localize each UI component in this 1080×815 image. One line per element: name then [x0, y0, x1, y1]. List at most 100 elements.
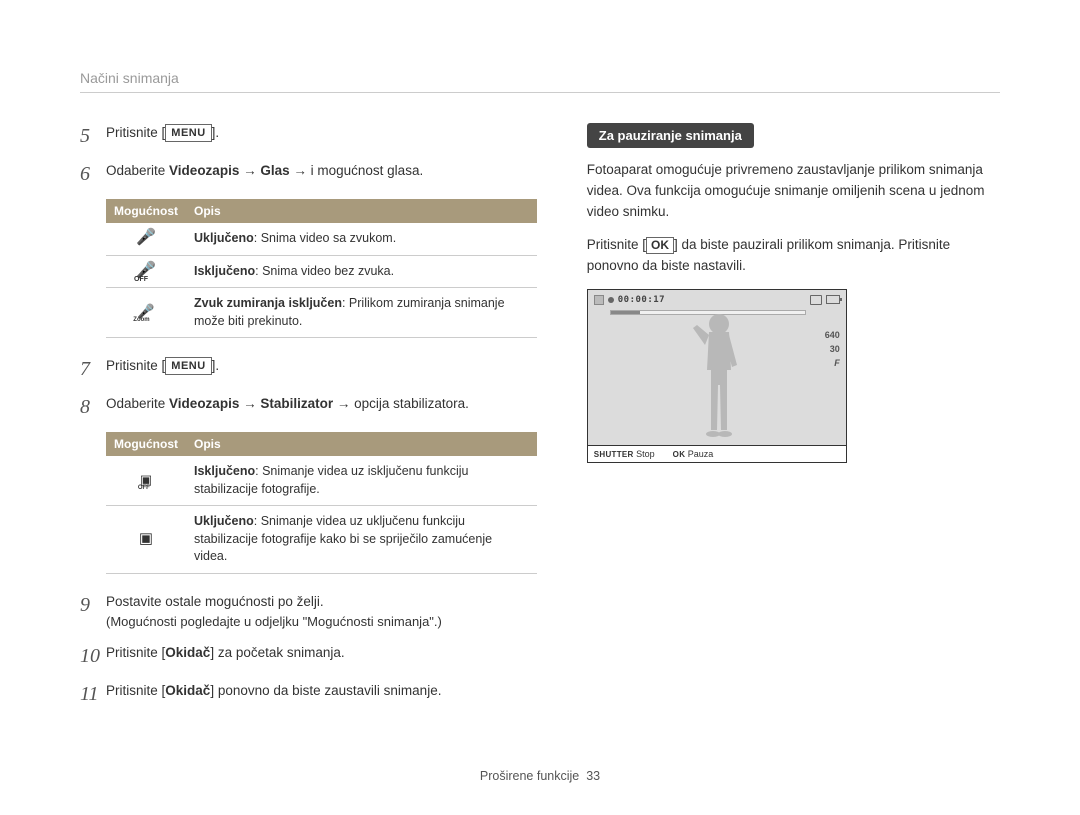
lcd-top-bar: 00:00:17	[594, 295, 840, 305]
cell-desc: Zvuk zumiranja isključen: Prilikom zumir…	[186, 288, 537, 338]
footer-page-number: 33	[586, 769, 600, 783]
s8-pre: Odaberite	[106, 396, 169, 411]
s6-post: i mogućnost glasa.	[311, 163, 424, 178]
step-number: 5	[80, 123, 106, 149]
two-column-layout: 5 Pritisnite [MENU]. 6 Odaberite Videoza…	[80, 123, 1000, 719]
th-description: Opis	[186, 432, 537, 456]
step-text: Pritisnite [MENU].	[106, 356, 537, 376]
s7-pre: Pritisnite [	[106, 358, 165, 373]
s11-pre: Pritisnite [	[106, 683, 165, 698]
ok-button-label: OK	[646, 237, 674, 254]
lcd-main-area: 00:00:17 640 30 F	[588, 290, 846, 445]
resolution-indicator: 640	[825, 330, 840, 340]
step-number: 9	[80, 592, 106, 618]
zoom-mute-icon: 🎤Zoom	[106, 288, 186, 338]
stop-text: Stop	[636, 449, 655, 459]
progress-fill	[611, 311, 640, 314]
s8-post: opcija stabilizatora.	[354, 396, 469, 411]
s8-b1: Videozapis	[169, 396, 239, 411]
step-number: 10	[80, 643, 106, 669]
page-container: Načini snimanja 5 Pritisnite [MENU]. 6 O…	[0, 0, 1080, 759]
lcd-right-indicators: 640 30 F	[825, 330, 840, 368]
stabilizer-off-icon: ▣OFF	[106, 456, 186, 506]
cell-b: Uključeno	[194, 514, 254, 528]
cell-t: : Snima video sa zvukom.	[254, 231, 396, 245]
th-option: Mogućnost	[106, 432, 186, 456]
table-header-row: Mogućnost Opis	[106, 432, 537, 456]
lcd-footer-bar: SHUTTER Stop OK Pauza	[588, 445, 846, 462]
table-row: 🎤Zoom Zvuk zumiranja isključen: Prilikom…	[106, 288, 537, 338]
pause-paragraph-2: Pritisnite [OK] da biste pauzirali prili…	[587, 235, 1000, 277]
footer-item-stop: SHUTTER Stop	[594, 449, 655, 459]
table-row: ▣ Uključeno: Snimanje videa uz uključenu…	[106, 506, 537, 574]
s9-l2: (Mogućnosti pogledajte u odjeljku "Moguć…	[106, 612, 537, 632]
table-header-row: Mogućnost Opis	[106, 199, 537, 223]
step-text: Postavite ostale mogućnosti po želji. (M…	[106, 592, 537, 632]
step-number: 8	[80, 394, 106, 420]
step-number: 7	[80, 356, 106, 382]
cell-b: Isključeno	[194, 264, 255, 278]
s8-b2: Stabilizator	[260, 396, 333, 411]
s11-post: ] ponovno da biste zaustavili snimanje.	[210, 683, 441, 698]
battery-icon	[826, 295, 840, 304]
s10-b: Okidač	[165, 645, 210, 660]
lcd-time: 00:00:17	[618, 295, 665, 305]
step-text: Odaberite Videozapis → Glas → i mogućnos…	[106, 161, 537, 181]
mic-on-icon: 🎤	[106, 223, 186, 255]
s8-a1: →	[239, 396, 260, 411]
s11-b: Okidač	[165, 683, 210, 698]
cell-t: : Snima video bez zvuka.	[255, 264, 394, 278]
step-text: Odaberite Videozapis → Stabilizator → op…	[106, 394, 537, 414]
s6-a1: →	[239, 163, 260, 178]
table-row: 🎤OFF Isključeno: Snima video bez zvuka.	[106, 255, 537, 288]
shutter-label: SHUTTER	[594, 450, 634, 459]
rec-dot-icon	[608, 297, 614, 303]
step-number: 6	[80, 161, 106, 187]
mic-off-icon: 🎤OFF	[106, 255, 186, 288]
step-text: Pritisnite [Okidač] za početak snimanja.	[106, 643, 537, 663]
memory-card-icon	[810, 295, 822, 305]
stabilizer-options-table: Mogućnost Opis ▣OFF Isključeno: Snimanje…	[106, 432, 537, 574]
pause-text: Pauza	[688, 449, 714, 459]
step5-suffix: ].	[212, 125, 220, 140]
s7-suf: ].	[212, 358, 220, 373]
s10-pre: Pritisnite [	[106, 645, 165, 660]
left-column: 5 Pritisnite [MENU]. 6 Odaberite Videoza…	[80, 123, 537, 719]
pause-recording-heading: Za pauziranje snimanja	[587, 123, 754, 148]
f-indicator: F	[834, 358, 840, 368]
step-text: Pritisnite [MENU].	[106, 123, 537, 143]
s9-l1: Postavite ostale mogućnosti po želji.	[106, 594, 324, 609]
s10-post: ] za početak snimanja.	[210, 645, 344, 660]
step-5: 5 Pritisnite [MENU].	[80, 123, 537, 149]
step-number: 11	[80, 681, 106, 707]
stabilizer-on-icon: ▣	[106, 506, 186, 574]
step-10: 10 Pritisnite [Okidač] za početak sniman…	[80, 643, 537, 669]
cell-b: Zvuk zumiranja isključen	[194, 296, 342, 310]
cell-desc: Isključeno: Snima video bez zvuka.	[186, 255, 537, 288]
step-6: 6 Odaberite Videozapis → Glas → i mogućn…	[80, 161, 537, 187]
cell-desc: Uključeno: Snima video sa zvukom.	[186, 223, 537, 255]
th-description: Opis	[186, 199, 537, 223]
th-option: Mogućnost	[106, 199, 186, 223]
right-column: Za pauziranje snimanja Fotoaparat omoguć…	[587, 123, 1000, 719]
step-7: 7 Pritisnite [MENU].	[80, 356, 537, 382]
fps-indicator: 30	[830, 344, 840, 354]
table-row: 🎤 Uključeno: Snima video sa zvukom.	[106, 223, 537, 255]
footer-item-pause: OK Pauza	[673, 449, 714, 459]
step-11: 11 Pritisnite [Okidač] ponovno da biste …	[80, 681, 537, 707]
p2-pre: Pritisnite [	[587, 237, 646, 252]
cell-b: Isključeno	[194, 464, 255, 478]
camera-lcd-illustration: 00:00:17 640 30 F	[587, 289, 847, 463]
menu-button-label: MENU	[165, 124, 211, 142]
pause-paragraph-1: Fotoaparat omogućuje privremeno zaustavl…	[587, 160, 1000, 223]
cell-b: Uključeno	[194, 231, 254, 245]
step-text: Pritisnite [Okidač] ponovno da biste zau…	[106, 681, 537, 701]
ok-label: OK	[673, 450, 686, 459]
step5-prefix: Pritisnite [	[106, 125, 165, 140]
s6-a2: →	[290, 163, 311, 178]
page-section-header: Načini snimanja	[80, 70, 1000, 93]
person-silhouette-icon	[677, 310, 757, 445]
step-8: 8 Odaberite Videozapis → Stabilizator → …	[80, 394, 537, 420]
menu-button-label: MENU	[165, 357, 211, 375]
s8-a2: →	[333, 396, 354, 411]
